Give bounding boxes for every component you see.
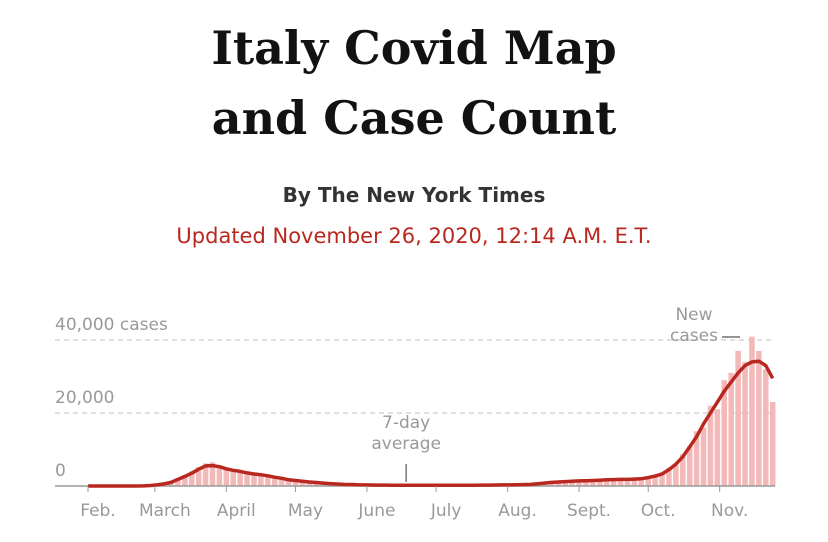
bar <box>562 481 568 486</box>
bar <box>742 361 748 486</box>
bar <box>707 405 714 486</box>
bar <box>216 467 223 486</box>
bar <box>700 427 707 486</box>
bar <box>278 478 285 486</box>
bar <box>265 476 271 486</box>
bar <box>652 475 658 486</box>
bar <box>230 469 237 486</box>
x-tick-label: April <box>217 501 256 521</box>
bar <box>258 475 264 486</box>
x-tick-label: Aug. <box>498 501 537 521</box>
chart-title: and Case Count <box>212 91 617 145</box>
x-tick-label: March <box>139 501 191 521</box>
x-tick-label: Oct. <box>641 501 676 521</box>
x-tick-label: June <box>357 501 395 521</box>
bar <box>624 479 631 486</box>
chart-title: Italy Covid Map <box>211 21 616 75</box>
bar <box>175 478 181 486</box>
x-tick-label: Sept. <box>567 501 611 521</box>
bar <box>244 473 250 486</box>
bar <box>590 480 596 486</box>
bar <box>631 478 638 486</box>
bar <box>306 481 313 486</box>
bar <box>749 336 755 486</box>
bar <box>202 463 209 486</box>
bar <box>597 480 603 486</box>
bar <box>603 479 610 486</box>
bar <box>693 431 700 486</box>
bar <box>645 476 651 486</box>
bar <box>223 468 230 486</box>
line <box>88 359 775 488</box>
bar <box>763 369 769 486</box>
bar <box>617 480 624 486</box>
bar <box>209 462 216 486</box>
bar <box>569 480 575 486</box>
bar <box>182 475 188 486</box>
bar <box>188 471 195 486</box>
bar <box>659 472 665 486</box>
bar <box>292 480 299 486</box>
bar <box>237 470 243 486</box>
bar <box>583 480 589 486</box>
x-tick-label: May <box>288 501 323 521</box>
bar <box>195 467 202 486</box>
bar <box>271 476 278 486</box>
bar <box>686 446 693 486</box>
bar <box>721 380 728 486</box>
y-tick-label: 0 <box>55 461 66 481</box>
bar <box>285 479 292 486</box>
bar <box>299 480 306 486</box>
y-tick-label: 40,000 cases <box>55 315 168 335</box>
x-tick-label: July <box>430 501 462 521</box>
series-label: New cases <box>670 305 718 346</box>
bar <box>728 372 734 486</box>
bar <box>769 402 776 486</box>
bar <box>251 472 257 486</box>
series-label: 7-day average <box>371 413 441 454</box>
bar <box>735 350 741 486</box>
bar <box>680 453 686 486</box>
bar <box>756 350 762 486</box>
byline: By The New York Times <box>283 183 546 207</box>
updated: Updated November 26, 2020, 12:14 A.M. E.… <box>176 224 651 248</box>
y-tick-label: 20,000 <box>55 388 114 408</box>
bar <box>576 481 582 486</box>
x-tick-label: Feb. <box>80 501 116 521</box>
bar <box>673 464 679 486</box>
bar <box>610 479 617 486</box>
bar <box>555 482 562 486</box>
bar <box>638 478 645 486</box>
bar <box>666 467 672 486</box>
x-tick-label: Nov. <box>711 501 748 521</box>
bar <box>714 409 721 486</box>
